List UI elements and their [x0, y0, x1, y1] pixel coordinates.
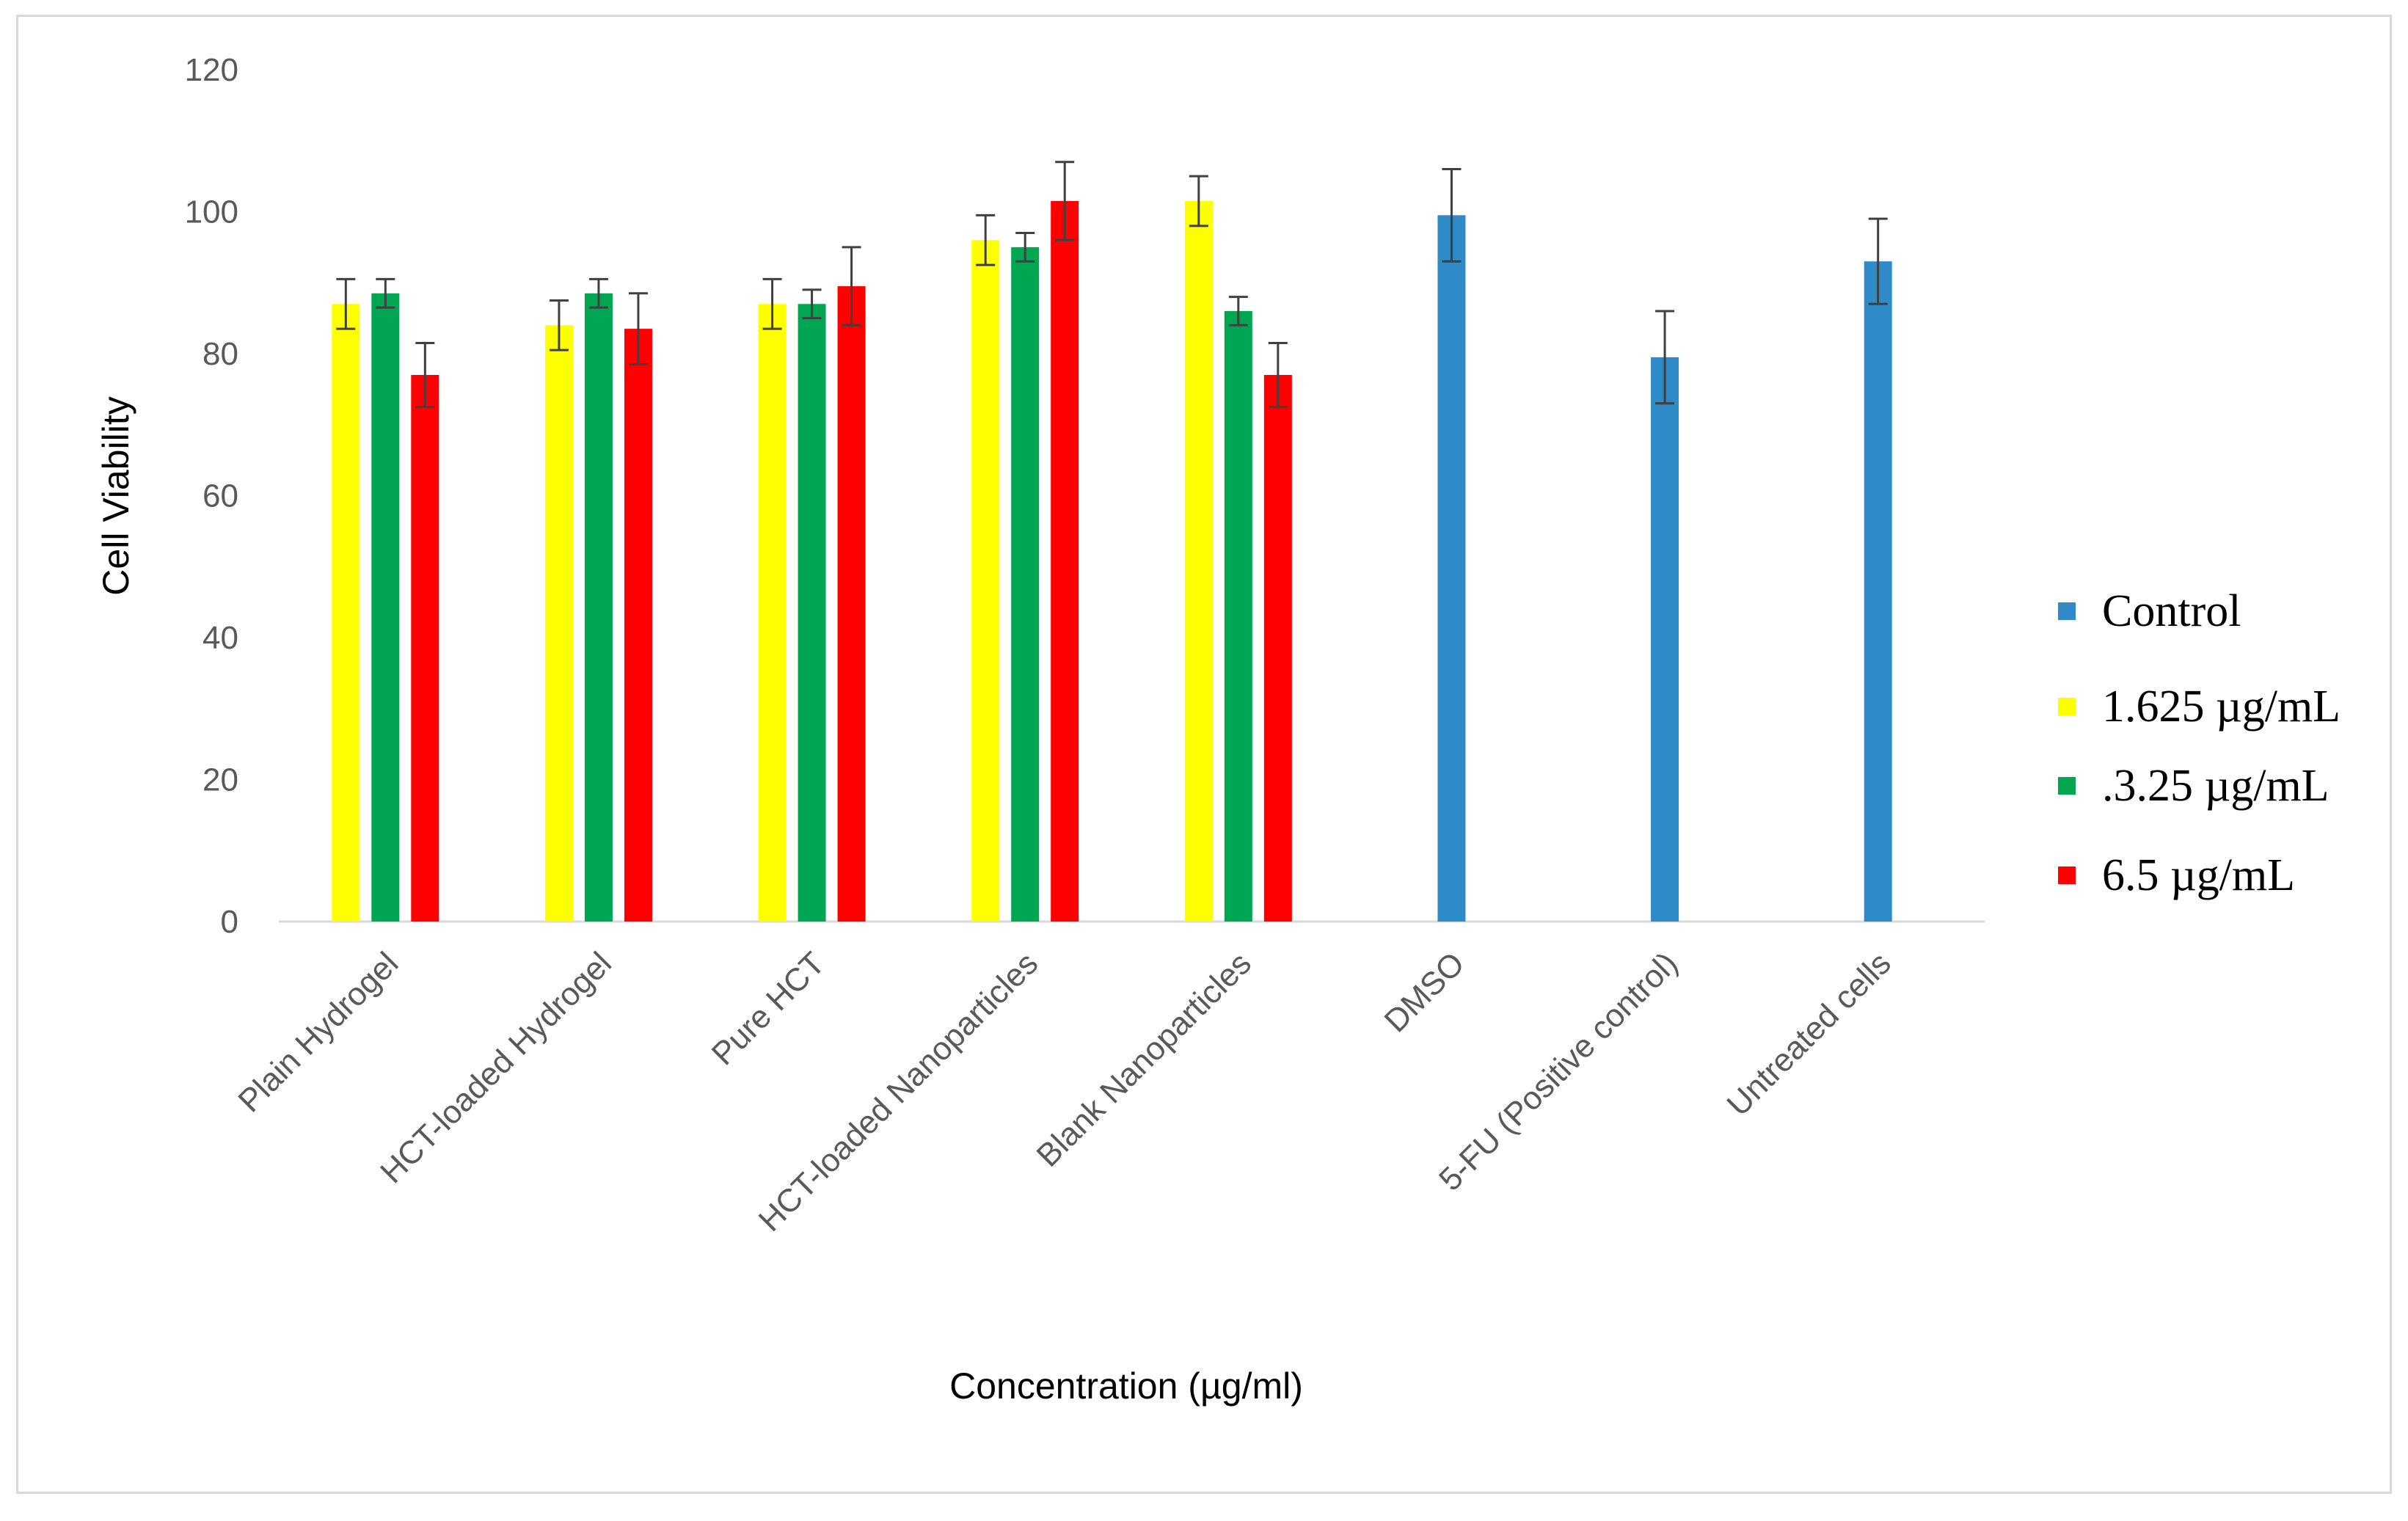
legend-swatch — [2058, 698, 2076, 715]
y-tick-label: 100 — [185, 194, 238, 230]
legend-swatch — [2058, 867, 2076, 884]
bar — [332, 304, 360, 922]
legend-label: 6.5 µg/mL — [2102, 850, 2295, 900]
bar — [758, 304, 787, 922]
category-label: Untreated cells — [1721, 945, 1898, 1123]
y-axis-ticks: 0 20 40 60 80 100 120 — [185, 52, 238, 940]
y-tick-label: 80 — [203, 336, 238, 372]
legend-label: Control — [2102, 586, 2241, 636]
bars — [332, 200, 1892, 922]
legend: Control 1.625 µg/mL .3.25 µg/mL 6.5 µg/mL — [2058, 586, 2340, 900]
bar — [371, 293, 400, 922]
y-tick-label: 20 — [203, 762, 238, 798]
bar — [544, 325, 573, 922]
category-label: HCT-loaded Hydrogel — [373, 945, 619, 1190]
category-label: Pure HCT — [705, 945, 832, 1072]
legend-swatch — [2058, 777, 2076, 795]
category-label: Blank Nanoparticles — [1030, 945, 1258, 1173]
bar — [1011, 247, 1040, 922]
bar — [971, 240, 1000, 922]
legend-swatch — [2058, 602, 2076, 620]
bar — [1437, 215, 1466, 922]
y-axis-title: Cell Viability — [95, 396, 136, 595]
category-label: 5-FU (Positive control) — [1432, 945, 1685, 1197]
bar-chart: 0 20 40 60 80 100 120 Plain HydrogelHCT-loaded… — [95, 52, 2340, 1407]
bar — [624, 329, 652, 922]
bar — [1651, 357, 1679, 922]
bar — [411, 375, 439, 922]
bar — [584, 293, 613, 922]
x-axis-title: Concentration (µg/ml) — [949, 1365, 1303, 1407]
y-tick-label: 120 — [185, 52, 238, 88]
chart-frame: 0 20 40 60 80 100 120 Plain Hydrogel HCT-loaded… — [16, 15, 2392, 1494]
category-label: DMSO — [1378, 945, 1472, 1039]
legend-label: 1.625 µg/mL — [2102, 682, 2340, 732]
bar — [798, 304, 826, 922]
bar — [1224, 310, 1252, 922]
bar — [837, 286, 866, 922]
y-tick-label: 0 — [221, 904, 238, 940]
y-tick-label: 40 — [203, 620, 238, 656]
bar — [1051, 200, 1079, 922]
legend-label: .3.25 µg/mL — [2102, 761, 2329, 811]
bar — [1263, 375, 1292, 922]
error-bars — [336, 161, 1888, 409]
category-label: Plain Hydrogel — [231, 945, 405, 1119]
y-tick-label: 60 — [203, 478, 238, 514]
bar — [1864, 261, 1892, 922]
bar — [1184, 200, 1213, 922]
